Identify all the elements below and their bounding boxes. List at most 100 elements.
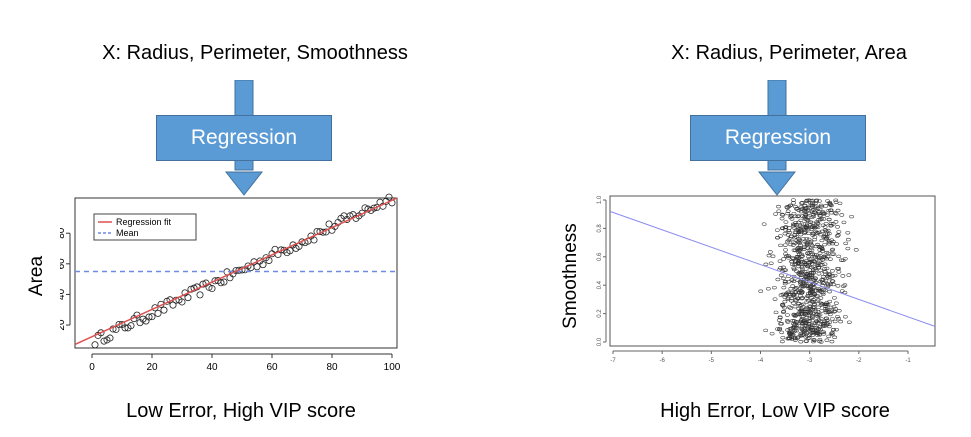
right-data-point <box>826 310 831 315</box>
right-data-point <box>782 280 788 284</box>
right-data-point <box>798 333 804 337</box>
right-data-point <box>772 286 777 290</box>
right-data-point <box>816 265 822 270</box>
right-data-point <box>783 225 789 229</box>
right-data-point <box>798 331 804 336</box>
right-data-point <box>799 284 805 288</box>
right-data-point <box>796 214 802 218</box>
right-x-tick-label: -5 <box>709 358 715 364</box>
right-data-point <box>777 315 783 319</box>
right-data-point <box>802 231 807 235</box>
right-data-point <box>817 245 823 250</box>
right-data-point <box>822 242 828 247</box>
left-data-point <box>286 247 294 255</box>
right-data-point <box>815 242 820 247</box>
right-data-point <box>796 324 802 328</box>
right-data-point <box>782 295 788 299</box>
right-data-point <box>835 233 841 237</box>
right-data-point <box>835 225 840 229</box>
right-data-point <box>828 282 833 286</box>
right-data-point <box>802 209 808 213</box>
right-data-point <box>832 273 838 278</box>
right-y-axis-label: Smoothness <box>560 223 581 329</box>
right-data-point <box>801 237 806 241</box>
left-y-tick-label: 80 <box>60 227 67 239</box>
right-data-point <box>822 262 828 266</box>
right-data-point <box>784 239 790 244</box>
right-data-point <box>816 230 822 235</box>
right-data-point <box>779 216 785 221</box>
right-data-point <box>783 225 788 230</box>
left-data-point <box>115 320 123 328</box>
left-data-point <box>385 193 393 201</box>
right-data-point <box>823 323 829 328</box>
right-data-point <box>785 296 791 300</box>
right-data-point <box>816 217 822 222</box>
right-data-point <box>800 296 805 300</box>
left-data-point <box>310 236 318 244</box>
right-x-tick-label: -4 <box>758 358 764 364</box>
right-data-point <box>846 320 852 324</box>
right-data-point <box>803 225 808 229</box>
left-data-point <box>253 263 261 271</box>
left-data-point <box>217 279 225 287</box>
right-data-point <box>829 269 835 273</box>
right-data-point <box>799 258 804 262</box>
right-data-point <box>815 221 820 225</box>
left-data-point <box>370 204 378 212</box>
right-data-point <box>794 298 799 302</box>
right-data-point <box>795 250 801 254</box>
right-data-point <box>796 239 802 243</box>
right-data-point <box>839 213 845 217</box>
left-data-point <box>208 285 216 293</box>
right-data-point <box>830 222 836 226</box>
right-data-point <box>785 206 790 210</box>
right-data-point <box>845 237 851 242</box>
right-data-point <box>833 198 839 202</box>
right-data-point <box>788 306 794 310</box>
right-data-point <box>809 325 814 329</box>
right-data-point <box>811 302 817 306</box>
right-data-point <box>828 203 834 208</box>
right-data-point <box>834 327 839 332</box>
right-data-point <box>768 261 774 265</box>
right-data-point <box>804 284 810 288</box>
right-data-point <box>796 228 801 233</box>
right-data-point <box>824 316 829 321</box>
left-data-point <box>154 309 162 317</box>
right-data-point <box>791 301 796 305</box>
right-data-point <box>830 332 835 337</box>
right-data-point <box>795 335 801 339</box>
right-data-point <box>830 274 835 278</box>
right-data-point <box>785 337 791 341</box>
left-legend: Regression fit Mean <box>93 213 197 241</box>
right-data-point <box>829 252 835 256</box>
right-x-tick-label: -3 <box>807 358 813 364</box>
right-data-point <box>817 207 823 211</box>
right-data-point <box>778 243 783 248</box>
right-data-point <box>818 268 823 273</box>
right-data-point <box>832 319 838 324</box>
right-data-point <box>829 331 835 335</box>
right-data-point <box>797 226 802 231</box>
right-data-point <box>853 248 859 252</box>
right-data-point <box>835 284 841 288</box>
right-data-point <box>782 231 788 236</box>
right-data-point <box>798 340 804 344</box>
right-data-point <box>839 258 844 262</box>
right-data-point <box>828 257 833 261</box>
left-input-label: X: Radius, Perimeter, Smoothness <box>102 42 408 64</box>
right-data-point <box>843 241 849 246</box>
right-data-point <box>797 249 803 253</box>
right-data-point <box>806 255 812 259</box>
right-data-point <box>809 248 815 253</box>
right-data-point <box>823 310 829 315</box>
right-data-point <box>791 201 796 205</box>
right-data-point <box>796 208 802 212</box>
right-data-point <box>786 280 792 284</box>
right-data-point <box>811 292 817 296</box>
right-data-point <box>803 307 809 311</box>
legend-mean: Mean <box>116 228 139 238</box>
right-data-point <box>776 209 782 213</box>
right-data-point <box>832 296 837 300</box>
